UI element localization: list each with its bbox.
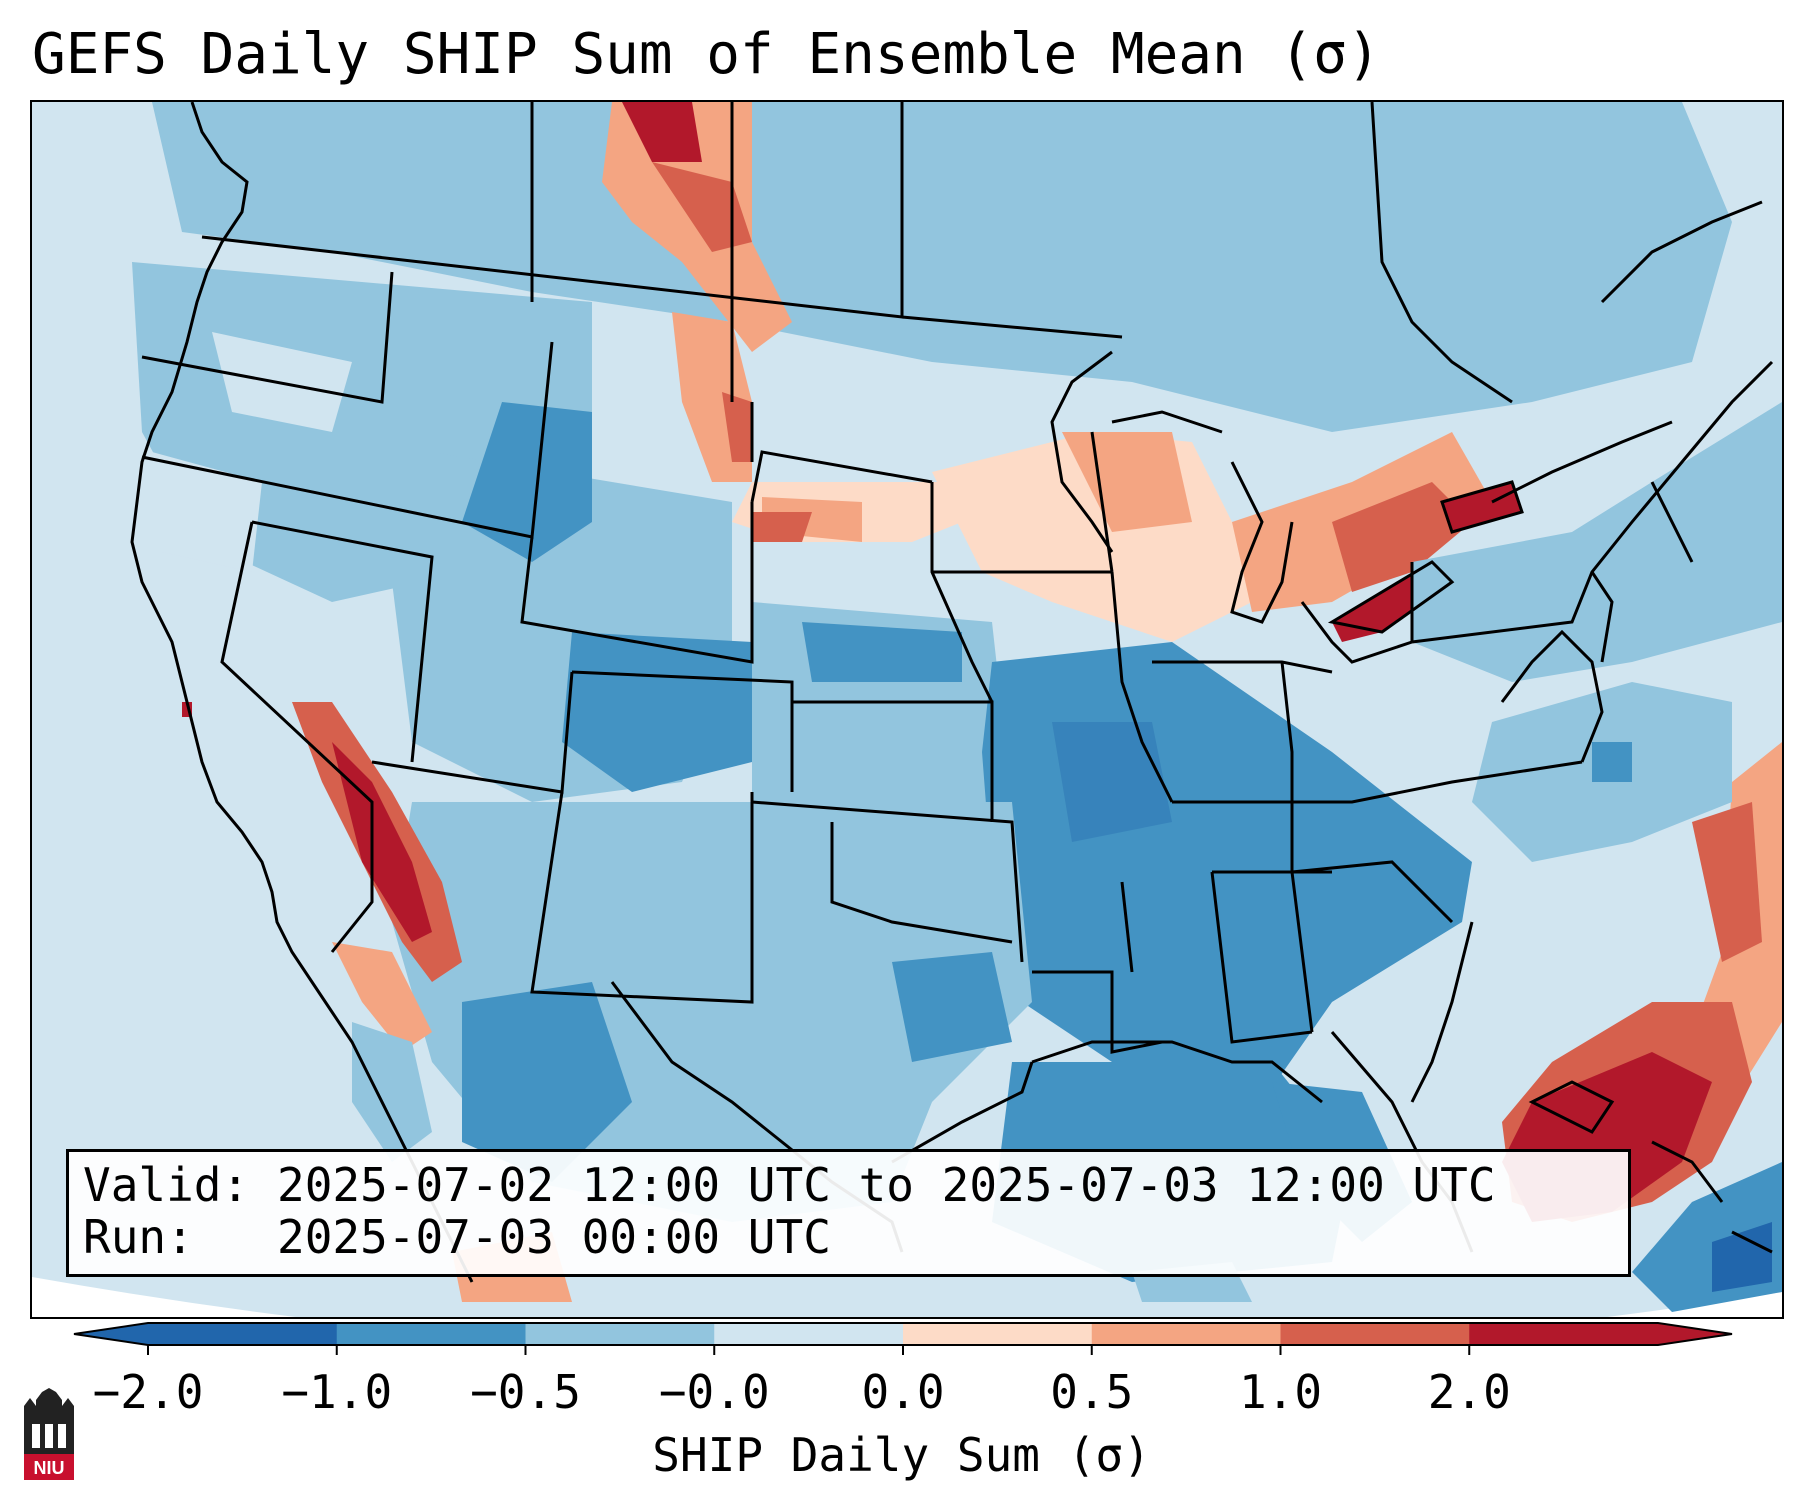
map-canvas (32, 102, 1782, 1317)
run-label: Run: (83, 1210, 194, 1264)
valid-time-box: Valid: 2025-07-02 12:00 UTC to 2025-07-0… (66, 1149, 1631, 1277)
colorbar-tick-label: 0.5 (1050, 1365, 1134, 1419)
colorbar-tick-label: 1.0 (1238, 1365, 1323, 1419)
run-value: 2025-07-03 00:00 UTC (277, 1210, 831, 1264)
colorbar-tick-label: 2.0 (1427, 1365, 1511, 1419)
colorbar-tick-label: −1.0 (281, 1365, 393, 1419)
colorbar-tick-label: −2.0 (92, 1365, 204, 1419)
boundaries (130, 102, 1774, 1283)
colorbar-segment (1091, 1323, 1281, 1345)
colorbar-label: SHIP Daily Sum (σ) (652, 1428, 1151, 1482)
colorbar-extend-low (74, 1323, 148, 1345)
valid-value: 2025-07-02 12:00 UTC to 2025-07-03 12:00… (277, 1158, 1496, 1212)
colorbar-outline (73, 1322, 1733, 1346)
colorbar-segment (714, 1323, 904, 1345)
colorbar-tick-label: −0.0 (658, 1365, 770, 1419)
colorbar-segment (148, 1323, 338, 1345)
colorbar-tick-label: −0.5 (470, 1365, 581, 1419)
colorbar-segment (903, 1323, 1093, 1345)
map-panel (30, 100, 1784, 1319)
svg-text:NIU: NIU (34, 1458, 65, 1478)
chart-title: GEFS Daily SHIP Sum of Ensemble Mean (σ) (32, 22, 1381, 87)
lake-ontario-red (1442, 482, 1522, 532)
colorbar-segment (525, 1323, 715, 1345)
colorbar (73, 1322, 1733, 1355)
colorbar-segment (336, 1323, 526, 1345)
colorbar-segment (1280, 1323, 1470, 1345)
colorbar-segment (1469, 1323, 1659, 1345)
colorbar-extend-high (1658, 1323, 1732, 1345)
colorbar-tick-label: 0.0 (861, 1365, 945, 1419)
niu-logo: NIU (24, 1388, 74, 1480)
valid-label: Valid: (83, 1158, 250, 1212)
